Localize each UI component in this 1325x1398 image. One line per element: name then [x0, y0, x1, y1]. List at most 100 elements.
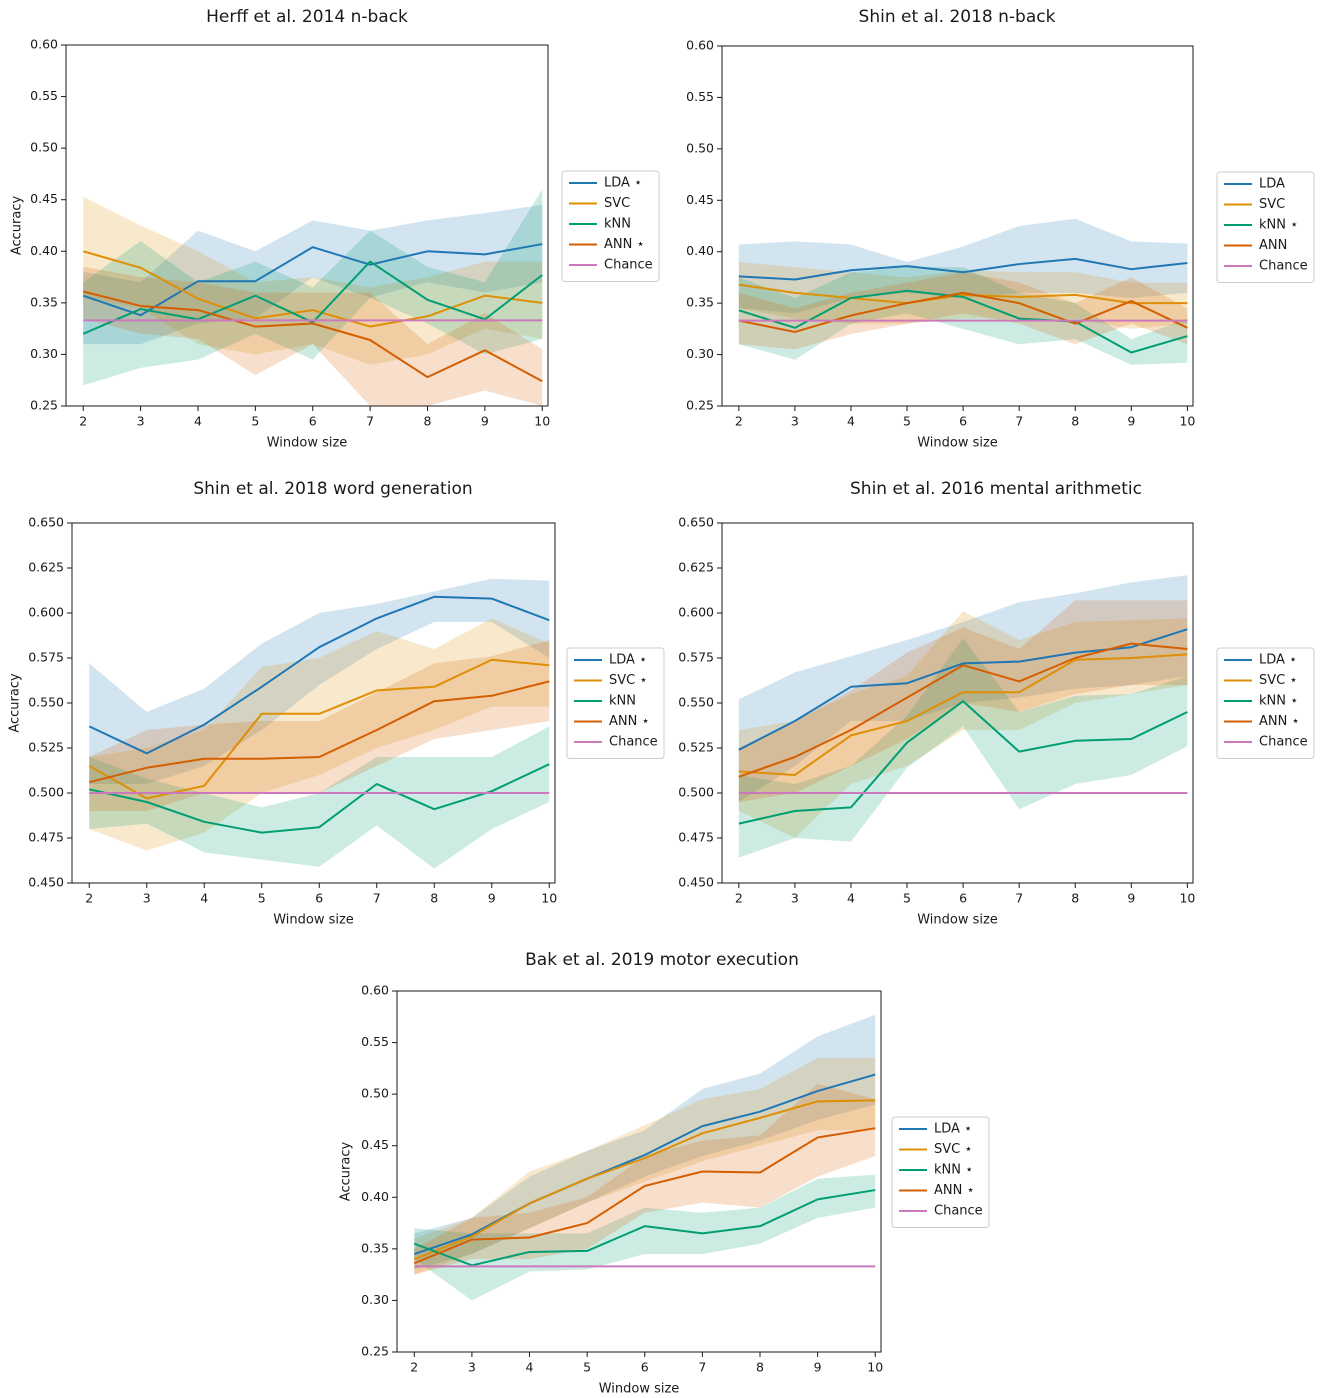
line-svc: [82, 250, 543, 328]
axes-frame: [721, 45, 1194, 407]
y-tick-label: 0.55: [686, 89, 714, 104]
y-tick-label: 0.45: [30, 191, 58, 206]
band-knn: [83, 189, 543, 386]
legend-label-ann: ANN ⋆: [609, 714, 650, 729]
x-tick-label: 8: [424, 414, 432, 429]
x-tick-label: 7: [1015, 891, 1023, 906]
y-tick-label: 0.60: [686, 38, 714, 53]
x-tick-label: 7: [698, 1360, 706, 1375]
y-tick-label: 0.525: [28, 740, 64, 755]
band-lda: [738, 218, 1188, 314]
y-tick-label: 0.50: [686, 140, 714, 155]
legend-label-lda: LDA ⋆: [934, 1122, 972, 1137]
legend-label-knn: kNN ⋆: [934, 1163, 973, 1178]
y-tick-label: 0.450: [28, 875, 64, 890]
x-tick-label: 7: [1015, 414, 1023, 429]
legend-label-chance: Chance: [609, 735, 658, 750]
line-knn: [413, 1189, 876, 1267]
legend: LDA ⋆ SVC ⋆ kNN ANN ⋆ Chance: [566, 647, 665, 759]
band-lda: [738, 575, 1188, 802]
chart-title: Shin et al. 2016 mental arithmetic: [850, 479, 1142, 499]
legend: LDA ⋆ SVC ⋆ kNN ⋆ ANN ⋆ Chance: [1216, 647, 1315, 759]
x-tick-label: 10: [1179, 414, 1195, 429]
y-tick-label: 0.650: [28, 515, 64, 530]
band-knn: [414, 1174, 876, 1301]
x-tick-label: 9: [814, 1360, 822, 1375]
x-axis-label: Window size: [917, 436, 998, 451]
line-svc: [738, 283, 1188, 305]
y-tick-label: 0.55: [361, 1034, 389, 1049]
legend-label-ann: ANN ⋆: [604, 237, 645, 252]
line-knn: [89, 763, 550, 834]
line-ann: [82, 290, 543, 383]
line-lda: [82, 243, 543, 317]
band-knn: [738, 267, 1188, 365]
y-tick-label: 0.475: [678, 830, 714, 845]
legend-label-ann: ANN ⋆: [934, 1183, 975, 1198]
x-tick-label: 2: [410, 1360, 418, 1375]
x-tick-label: 4: [194, 414, 202, 429]
legend-label-svc: SVC: [1259, 197, 1285, 212]
chart-title: Herff et al. 2014 n-back: [206, 7, 408, 27]
panel-1: Herff et al. 2014 n-back 2 3 4 5 6 7 8 9 10 0.25 0.…: [10, 7, 660, 451]
y-tick-label: 0.40: [30, 243, 58, 258]
legend: LDA SVC kNN ⋆ ANN Chance: [1216, 171, 1315, 283]
line-ann: [413, 1127, 876, 1265]
x-axis-label: Window size: [917, 913, 998, 928]
band-svc: [83, 196, 543, 365]
panel-5: Bak et al. 2019 motor execution 2 3 4 5 6 7 8 9 1…: [339, 950, 990, 1397]
x-tick-label: 3: [468, 1360, 476, 1375]
x-tick-label: 6: [959, 891, 967, 906]
y-tick-label: 0.550: [678, 695, 714, 710]
legend-label-knn: kNN: [604, 217, 631, 232]
band-knn: [89, 726, 550, 869]
axes-frame: [396, 990, 882, 1353]
x-tick-label: 7: [373, 891, 381, 906]
axes-frame: [65, 44, 549, 407]
y-axis-label: Accuracy: [339, 1142, 354, 1202]
x-tick-label: 4: [847, 414, 855, 429]
legend-label-lda: LDA ⋆: [1259, 653, 1297, 668]
chart-title: Bak et al. 2019 motor execution: [525, 950, 799, 970]
legend-box: [1216, 171, 1315, 283]
y-tick-label: 0.35: [686, 295, 714, 310]
legend-label-svc: SVC ⋆: [609, 673, 648, 688]
y-tick-label: 0.45: [361, 1137, 389, 1152]
x-tick-label: 5: [258, 891, 266, 906]
legend-label-ann: ANN: [1259, 238, 1287, 253]
line-lda: [738, 257, 1188, 281]
x-tick-label: 10: [534, 414, 550, 429]
legend-label-chance: Chance: [1259, 259, 1308, 274]
y-tick-label: 0.650: [678, 515, 714, 530]
legend-label-lda: LDA: [1259, 177, 1285, 192]
x-axis-label: Window size: [273, 913, 354, 928]
legend-label-ann: ANN ⋆: [1259, 714, 1300, 729]
x-tick-label: 4: [200, 891, 208, 906]
legend-box: [561, 170, 660, 282]
y-tick-label: 0.40: [361, 1189, 389, 1204]
x-tick-label: 10: [867, 1360, 883, 1375]
x-tick-label: 7: [366, 414, 374, 429]
x-tick-label: 3: [791, 891, 799, 906]
y-tick-label: 0.525: [678, 740, 714, 755]
legend: LDA ⋆ SVC kNN ANN ⋆ Chance: [561, 170, 660, 282]
legend-label-chance: Chance: [934, 1204, 983, 1219]
legend-label-svc: SVC: [604, 196, 630, 211]
y-tick-label: 0.450: [678, 875, 714, 890]
x-axis-label: Window size: [267, 436, 348, 451]
x-tick-label: 2: [735, 891, 743, 906]
panel-2: Shin et al. 2018 n-back 2 3 4 5 6 7 8 9 10 0.25 0.3…: [686, 7, 1315, 451]
y-tick-label: 0.625: [28, 560, 64, 575]
x-tick-label: 3: [143, 891, 151, 906]
line-ann: [738, 291, 1188, 333]
legend-label-chance: Chance: [1259, 735, 1308, 750]
x-tick-label: 6: [641, 1360, 649, 1375]
y-axis-label: Accuracy: [10, 196, 25, 256]
chart-title: Shin et al. 2018 word generation: [193, 479, 472, 499]
x-tick-label: 6: [959, 414, 967, 429]
chart-title: Shin et al. 2018 n-back: [859, 7, 1056, 27]
band-lda: [89, 578, 550, 784]
x-tick-label: 9: [488, 891, 496, 906]
y-tick-label: 0.60: [361, 983, 389, 998]
